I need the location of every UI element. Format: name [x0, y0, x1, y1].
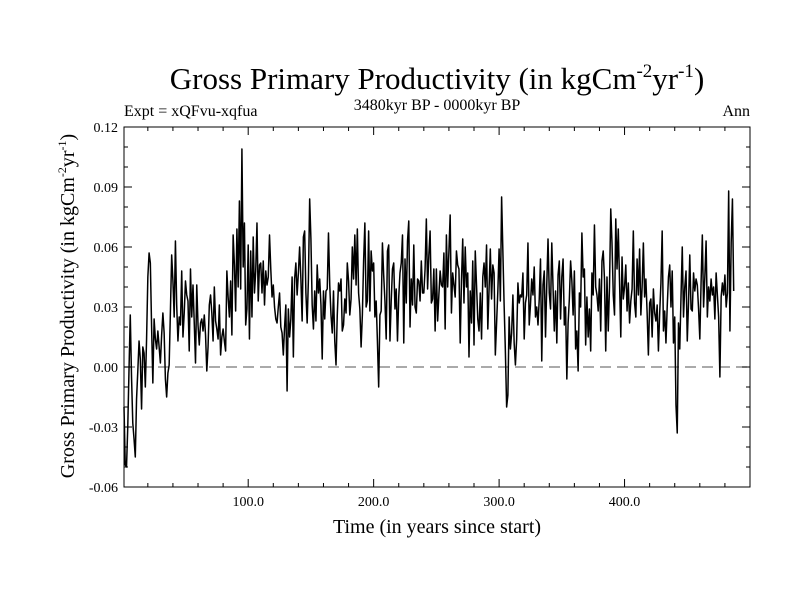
y-axis-label: Gross Primary Productivity (in kgCm-2yr-…: [55, 134, 79, 478]
plot-frame: [123, 126, 751, 488]
chart-title: Gross Primary Productivity (in kgCm-2yr-…: [170, 61, 705, 96]
tick-labels-group: 100.0 200.0 300.0 400.0 -0.06 -0.03 0.00 0.03 0.…: [89, 121, 640, 510]
y-tick-label: 0.00: [94, 361, 119, 376]
season-label: Ann: [722, 103, 750, 120]
x-tick-label: 100.0: [232, 495, 264, 510]
series-line-0: [123, 148, 735, 468]
x-tick-label: 400.0: [609, 495, 641, 510]
series-group: [123, 148, 735, 468]
chart-subtitle: 3480kyr BP - 0000kyr BP: [354, 97, 521, 114]
y-tick-label: 0.06: [94, 241, 119, 256]
ticks-group: [124, 126, 750, 488]
y-tick-label: 0.09: [94, 181, 119, 196]
y-tick-label: 0.12: [94, 121, 119, 136]
y-tick-label: -0.06: [89, 481, 118, 496]
experiment-label: Expt = xQFvu-xqfua: [124, 103, 257, 120]
x-axis-label: Time (in years since start): [333, 516, 541, 538]
y-tick-label: -0.03: [89, 421, 118, 436]
y-tick-label: 0.03: [94, 301, 119, 316]
x-tick-label: 300.0: [483, 495, 515, 510]
x-tick-label: 200.0: [358, 495, 390, 510]
